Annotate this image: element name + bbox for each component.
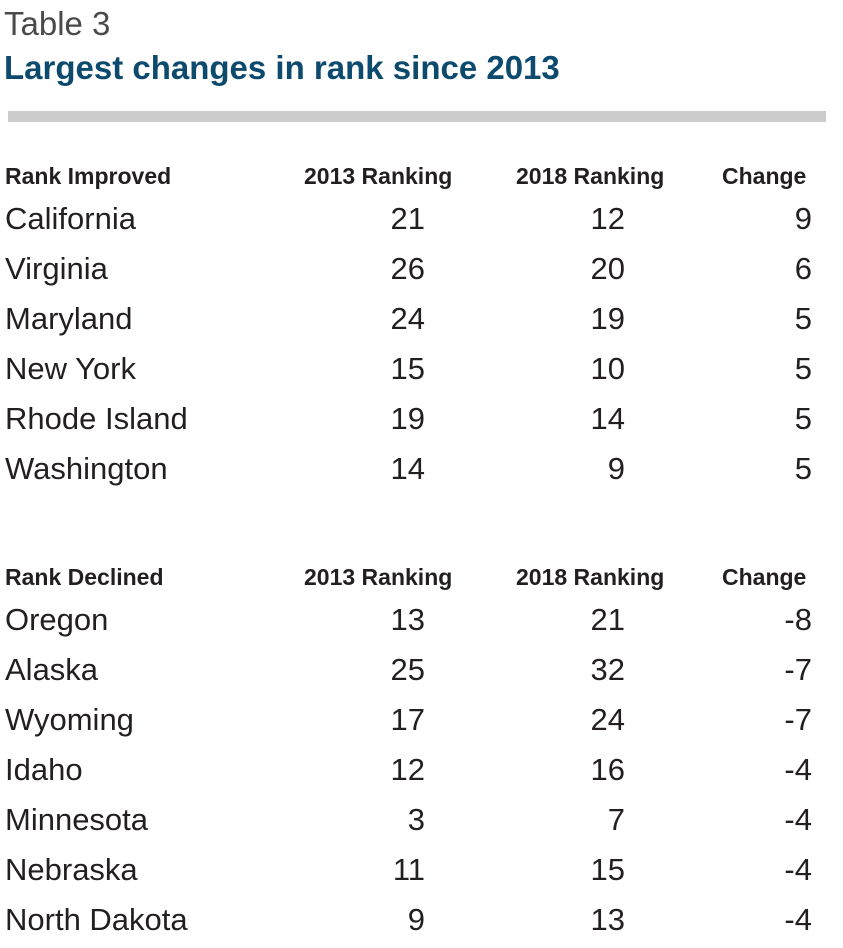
ranking-2013: 26 bbox=[390, 251, 425, 286]
rank-change: -4 bbox=[784, 752, 812, 787]
table-header-row: Rank Declined 2013 Ranking 2018 Ranking … bbox=[0, 559, 843, 595]
state-name: Idaho bbox=[5, 752, 83, 787]
table-row: Virginia 26 20 6 bbox=[0, 244, 843, 294]
header-2013-ranking: 2013 Ranking bbox=[304, 564, 453, 590]
ranking-2013: 12 bbox=[390, 752, 425, 787]
title-divider bbox=[8, 111, 826, 122]
table-row: Oregon 13 21 -8 bbox=[0, 595, 843, 645]
rank-change: -7 bbox=[784, 702, 812, 737]
table-row: North Dakota 9 13 -4 bbox=[0, 895, 843, 945]
header-2013-ranking: 2013 Ranking bbox=[304, 163, 453, 189]
ranking-2013: 11 bbox=[392, 852, 425, 887]
ranking-2013: 19 bbox=[390, 401, 425, 436]
ranking-2013: 15 bbox=[390, 351, 425, 386]
state-name: New York bbox=[5, 351, 136, 386]
rank-change: -4 bbox=[784, 852, 812, 887]
state-name: California bbox=[5, 201, 136, 236]
state-name: Wyoming bbox=[5, 702, 134, 737]
rank-change: 5 bbox=[794, 401, 812, 436]
header-2018-ranking: 2018 Ranking bbox=[516, 564, 665, 590]
rank-improved-table: Rank Improved 2013 Ranking 2018 Ranking … bbox=[0, 158, 843, 494]
state-name: Maryland bbox=[5, 301, 133, 336]
table-row: Maryland 24 19 5 bbox=[0, 294, 843, 344]
table-row: California 21 12 9 bbox=[0, 194, 843, 244]
ranking-2018: 24 bbox=[590, 702, 625, 737]
state-name: Rhode Island bbox=[5, 401, 188, 436]
table-row: Minnesota 3 7 -4 bbox=[0, 795, 843, 845]
ranking-2018: 10 bbox=[590, 351, 625, 386]
table-header-row: Rank Improved 2013 Ranking 2018 Ranking … bbox=[0, 158, 843, 194]
rank-change: -7 bbox=[784, 652, 812, 687]
table-row: Alaska 25 32 -7 bbox=[0, 645, 843, 695]
rank-change: 5 bbox=[794, 451, 812, 486]
table-row: Wyoming 17 24 -7 bbox=[0, 695, 843, 745]
header-change: Change bbox=[722, 564, 807, 590]
ranking-2018: 21 bbox=[590, 602, 625, 637]
state-name: North Dakota bbox=[5, 902, 188, 937]
header-rank-improved: Rank Improved bbox=[5, 163, 172, 189]
table-label: Table 3 bbox=[4, 5, 111, 42]
ranking-2018: 14 bbox=[590, 401, 625, 436]
table-row: New York 15 10 5 bbox=[0, 344, 843, 394]
rank-change: -4 bbox=[784, 802, 812, 837]
table-row: Idaho 12 16 -4 bbox=[0, 745, 843, 795]
rank-change: 5 bbox=[794, 301, 812, 336]
ranking-2018: 13 bbox=[590, 902, 625, 937]
ranking-2013: 3 bbox=[407, 802, 425, 837]
header-change: Change bbox=[722, 163, 807, 189]
ranking-2018: 7 bbox=[607, 802, 625, 837]
ranking-2013: 21 bbox=[390, 201, 425, 236]
table-row: Rhode Island 19 14 5 bbox=[0, 394, 843, 444]
rank-change: 5 bbox=[794, 351, 812, 386]
state-name: Minnesota bbox=[5, 802, 149, 837]
table-row: Washington 14 9 5 bbox=[0, 444, 843, 494]
ranking-2018: 15 bbox=[590, 852, 625, 887]
ranking-2018: 12 bbox=[590, 201, 625, 236]
ranking-2018: 32 bbox=[590, 652, 625, 687]
state-name: Oregon bbox=[5, 602, 109, 637]
ranking-2018: 19 bbox=[590, 301, 625, 336]
state-name: Alaska bbox=[5, 652, 99, 687]
ranking-2013: 13 bbox=[390, 602, 425, 637]
ranking-2013: 24 bbox=[390, 301, 425, 336]
state-name: Washington bbox=[5, 451, 168, 486]
state-name: Nebraska bbox=[5, 852, 138, 887]
ranking-2018: 20 bbox=[590, 251, 625, 286]
table-row: Nebraska 11 15 -4 bbox=[0, 845, 843, 895]
rank-change: 6 bbox=[794, 251, 812, 286]
ranking-2013: 25 bbox=[390, 652, 425, 687]
rank-change: 9 bbox=[794, 201, 812, 236]
header-rank-declined: Rank Declined bbox=[5, 564, 164, 590]
rank-change: -4 bbox=[784, 902, 812, 937]
ranking-2018: 16 bbox=[590, 752, 625, 787]
ranking-2013: 14 bbox=[390, 451, 425, 486]
ranking-2013: 9 bbox=[407, 902, 425, 937]
rank-change: -8 bbox=[784, 602, 812, 637]
header-2018-ranking: 2018 Ranking bbox=[516, 163, 665, 189]
table-title: Largest changes in rank since 2013 bbox=[4, 49, 560, 86]
rank-declined-table: Rank Declined 2013 Ranking 2018 Ranking … bbox=[0, 559, 843, 945]
ranking-2013: 17 bbox=[390, 702, 425, 737]
state-name: Virginia bbox=[5, 251, 108, 286]
ranking-2018: 9 bbox=[607, 451, 625, 486]
